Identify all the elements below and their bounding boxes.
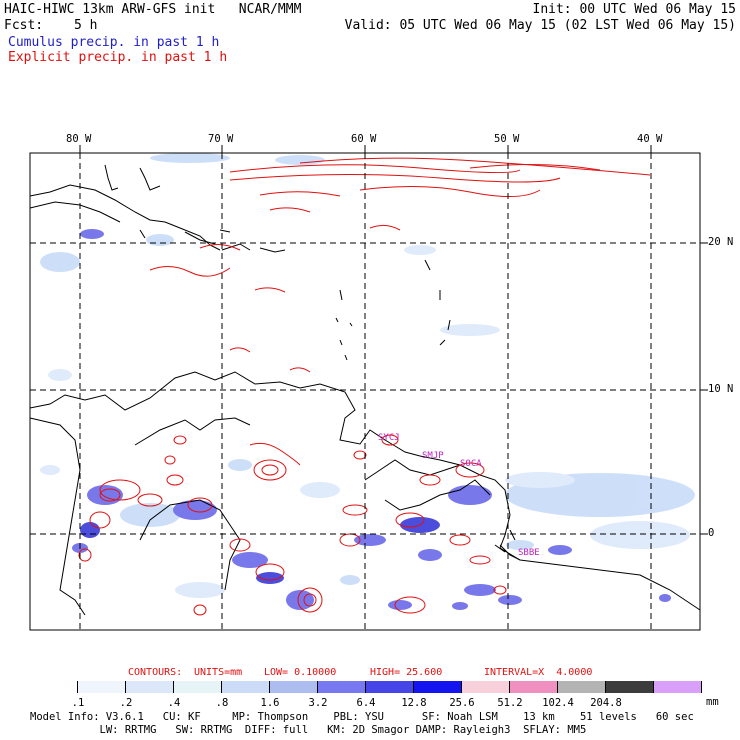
contours-high: HIGH= 25.600 (370, 667, 443, 678)
model-info-line1: Model Info: V3.6.1 CU: KF MP: Thompson P… (30, 711, 694, 723)
color-scale-swatch (654, 681, 702, 693)
color-scale-swatch (510, 681, 558, 693)
station-label-soca: SOCA (460, 459, 482, 469)
color-scale-tick-label: 12.8 (401, 697, 427, 709)
color-scale-tick-label: 6.4 (356, 697, 376, 709)
lon-label-50w: 50 W (494, 133, 520, 145)
color-scale-tick-label: .1 (71, 697, 85, 709)
color-scale-tick-label: 1.6 (260, 697, 280, 709)
color-scale-tick-label: 204.8 (590, 697, 622, 709)
init-time: Init: 00 UTC Wed 06 May 15 (532, 2, 737, 17)
contours-interval: INTERVAL=X 4.0000 (484, 667, 593, 678)
color-scale-swatch (270, 681, 318, 693)
lat-label-0: 0 (708, 527, 715, 539)
color-scale-tick-label: 102.4 (542, 697, 574, 709)
color-scale-swatch (366, 681, 414, 693)
contours-units: UNITS=mm (194, 667, 243, 678)
lon-label-80w: 80 W (66, 133, 92, 145)
color-scale-tick-label: 51.2 (497, 697, 523, 709)
scale-unit: mm (706, 696, 719, 708)
color-scale-swatch (606, 681, 654, 693)
lon-label-60w: 60 W (351, 133, 377, 145)
forecast-label: Fcst: (4, 18, 44, 33)
cumulus-precip-areas (40, 153, 695, 610)
color-scale-tick-label: .4 (167, 697, 181, 709)
model-title: HAIC-HIWC 13km ARW-GFS init NCAR/MMM (4, 2, 302, 17)
station-label-sbbe: SBBE (518, 548, 540, 558)
lat-label-20n: 20 N (708, 236, 734, 248)
lon-label-70w: 70 W (208, 133, 234, 145)
explicit-precip-contours (78, 157, 651, 616)
color-scale-swatch (414, 681, 462, 693)
color-scale-swatch (558, 681, 606, 693)
color-scale-swatch (126, 681, 174, 693)
station-label-smjp: SMJP (422, 451, 444, 461)
frame-ticks (79, 145, 708, 535)
legend-explicit: Explicit precip. in past 1 h (8, 50, 228, 65)
color-scale-swatch (222, 681, 270, 693)
color-scale-swatch (30, 681, 78, 693)
coastlines (29, 164, 701, 616)
color-scale-tick-label: 3.2 (308, 697, 328, 709)
contours-low: LOW= 0.10000 (264, 667, 337, 678)
lat-lon-grid (30, 153, 700, 630)
legend-cumulus: Cumulus precip. in past 1 h (8, 35, 220, 50)
color-scale-tick-label: .2 (119, 697, 133, 709)
forecast-hour: 5 h (74, 18, 98, 33)
color-scale-swatch (78, 681, 126, 693)
color-scale-swatch (462, 681, 510, 693)
color-scale-swatch (318, 681, 366, 693)
map-frame (29, 152, 701, 631)
model-info-line2: LW: RRTMG SW: RRTMG DIFF: full KM: 2D Sm… (30, 724, 587, 736)
station-label-sycj: SYCJ (378, 433, 400, 443)
color-scale-swatch (174, 681, 222, 693)
color-scale-tick-label: .8 (215, 697, 229, 709)
valid-time: Valid: 05 UTC Wed 06 May 15 (02 LST Wed … (344, 18, 736, 33)
color-scale-tick-label: 25.6 (449, 697, 475, 709)
contours-label: CONTOURS: (128, 667, 183, 678)
lon-label-40w: 40 W (637, 133, 663, 145)
lat-label-10n: 10 N (708, 383, 734, 395)
